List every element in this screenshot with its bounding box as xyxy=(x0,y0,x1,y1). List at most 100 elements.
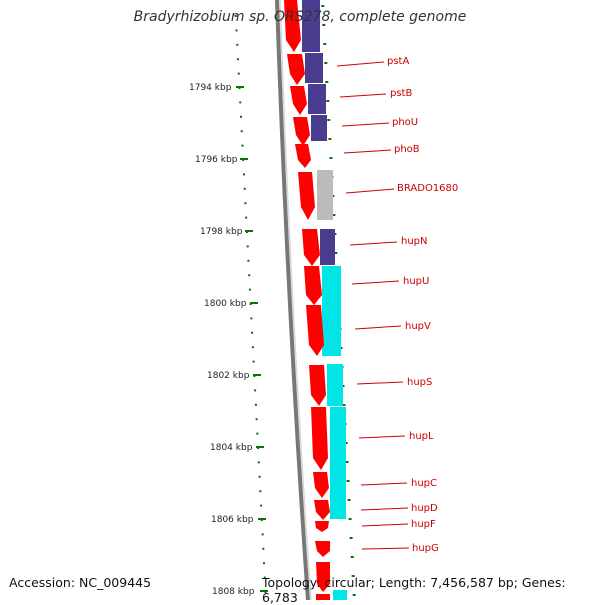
function-block xyxy=(308,84,326,114)
leader-line xyxy=(339,93,387,98)
feature-dot xyxy=(334,252,338,254)
feature-dot xyxy=(322,24,326,26)
feature-dot xyxy=(349,537,353,539)
ruler-dot xyxy=(251,331,254,334)
ruler-label: 1806 kbp xyxy=(211,515,254,525)
gene-label: hupG xyxy=(412,543,439,554)
leader-line xyxy=(361,547,410,550)
ruler-dot xyxy=(256,432,259,435)
leader-line xyxy=(358,435,406,439)
feature-dot xyxy=(344,442,348,444)
feature-dot xyxy=(348,518,352,520)
function-block xyxy=(330,407,346,519)
gene-label: hupD xyxy=(411,503,438,514)
leader-line xyxy=(354,325,402,330)
gene-label-leaders xyxy=(336,61,410,550)
cds-arrow xyxy=(302,229,320,266)
cds-arrow xyxy=(293,117,310,146)
cds-arrow xyxy=(309,365,326,406)
function-block xyxy=(322,266,341,356)
feature-dot xyxy=(321,5,325,7)
feature-dot xyxy=(350,556,354,558)
feature-dot xyxy=(323,43,327,45)
gene-label: BRADO1680 xyxy=(397,183,458,194)
ruler-major-ticks: 1794 kbp 1796 kbp 1798 kbp 1800 kbp 1802… xyxy=(189,83,268,597)
gene-label: hupV xyxy=(405,321,431,332)
ruler-label: 1804 kbp xyxy=(210,443,253,453)
ruler-dot xyxy=(257,461,260,464)
function-block xyxy=(311,115,327,141)
ruler-dot xyxy=(254,403,257,406)
ruler-dot xyxy=(258,475,261,478)
cds-arrow xyxy=(314,500,330,520)
ruler-dot xyxy=(251,346,254,349)
ruler-dot xyxy=(260,504,263,507)
gene-label: hupU xyxy=(403,276,429,287)
ruler-label: 1802 kbp xyxy=(207,371,250,381)
gene-label: hupL xyxy=(409,431,434,442)
cds-track xyxy=(284,0,330,600)
cds-arrow xyxy=(315,541,330,557)
ruler-label: 1800 kbp xyxy=(204,299,247,309)
feature-dot xyxy=(326,100,330,102)
cds-arrow xyxy=(284,0,301,52)
leader-line xyxy=(351,280,400,285)
leader-line xyxy=(361,523,409,527)
gene-label: hupF xyxy=(411,519,436,530)
feature-dot xyxy=(351,575,355,577)
ruler-label: 1798 kbp xyxy=(200,227,243,237)
cds-arrow xyxy=(298,172,315,220)
cds-arrow xyxy=(311,407,328,470)
ruler-dot xyxy=(245,216,248,219)
ruler-dot xyxy=(250,317,253,320)
accession-text: Accession: NC_009445 xyxy=(9,575,152,590)
cds-arrow xyxy=(290,86,307,115)
ruler-dot xyxy=(241,144,244,147)
gene-label: phoU xyxy=(392,117,418,128)
ruler-dot xyxy=(243,187,246,190)
leader-line xyxy=(349,241,398,246)
cds-arrow xyxy=(316,594,330,600)
gene-label: pstB xyxy=(390,88,412,99)
feature-dot xyxy=(325,81,329,83)
topology-text: Topology: circular; Length: 7,456,587 bp… xyxy=(262,575,566,605)
ruler-dot xyxy=(262,547,265,550)
leader-line xyxy=(336,61,385,67)
genome-title: Bradyrhizobium sp. ORS278, complete geno… xyxy=(133,9,467,25)
function-block xyxy=(333,590,347,600)
function-block xyxy=(317,170,333,220)
gene-label: hupC xyxy=(411,478,437,489)
leader-line xyxy=(360,507,409,511)
ruler-dot xyxy=(246,245,249,248)
feature-dot xyxy=(328,138,332,140)
gene-label: phoB xyxy=(394,144,420,155)
gene-labels: pstA pstB phoU phoB BRADO1680 hupN hupU … xyxy=(387,56,458,554)
ruler-dot xyxy=(247,259,250,262)
feature-dot xyxy=(346,480,350,482)
ruler-dot xyxy=(236,43,239,46)
ruler-dot xyxy=(239,101,242,104)
ruler-dot xyxy=(248,288,251,291)
ruler-dot xyxy=(248,274,251,277)
feature-dot xyxy=(352,594,356,596)
ruler-dot xyxy=(237,58,239,61)
function-track xyxy=(302,0,347,600)
feature-dot xyxy=(332,214,336,216)
ruler-dot xyxy=(263,576,266,579)
feature-dot xyxy=(345,461,349,463)
feature-dot xyxy=(324,62,328,64)
ruler-dot xyxy=(252,360,255,363)
leader-line xyxy=(343,149,392,154)
ruler-dot xyxy=(255,418,258,421)
gene-label: hupN xyxy=(401,236,428,247)
function-block xyxy=(320,229,335,265)
cds-arrow xyxy=(313,472,329,498)
ruler-dot xyxy=(259,490,262,493)
leader-line xyxy=(345,188,395,194)
feature-dot xyxy=(347,499,351,501)
ruler-dot xyxy=(261,533,264,536)
ruler-label: 1794 kbp xyxy=(189,83,232,93)
cds-arrow xyxy=(287,54,305,85)
ruler-dot xyxy=(240,130,243,133)
